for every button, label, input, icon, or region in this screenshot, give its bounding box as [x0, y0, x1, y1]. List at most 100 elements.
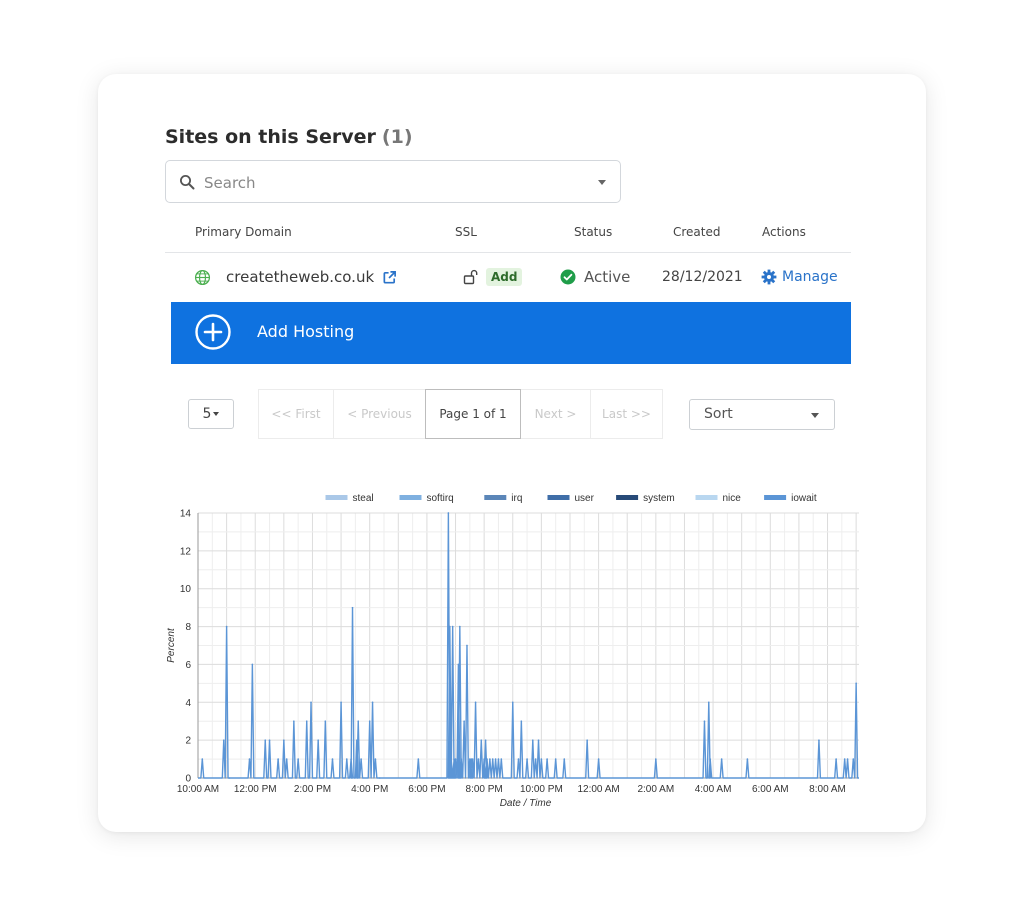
- data-point: [340, 701, 342, 704]
- column-header-actions: Actions: [762, 225, 806, 239]
- data-point: [484, 739, 487, 741]
- status-badge: Active: [584, 268, 631, 286]
- legend-label: nice: [723, 493, 742, 504]
- column-header-domain[interactable]: Primary Domain: [195, 225, 292, 239]
- cpu-usage-chart: 0 2 4 6 8 10 12 14 10:00 AM 12:00 PM 2:00 PM 4:00 P…: [166, 493, 859, 809]
- data-point: [852, 758, 855, 760]
- status-cell: Active: [560, 266, 630, 288]
- x-tick-label: 8:00 PM: [466, 784, 503, 795]
- data-point: [489, 758, 491, 760]
- x-tick-label: 10:00 PM: [520, 784, 563, 795]
- legend-swatch: [325, 495, 348, 500]
- data-point: [450, 758, 453, 760]
- legend-swatch: [616, 495, 639, 500]
- ssl-add-badge[interactable]: Add: [486, 268, 523, 286]
- column-header-ssl[interactable]: SSL: [455, 225, 477, 239]
- data-point: [277, 758, 279, 760]
- page-title-text: Sites on this Server: [165, 126, 376, 148]
- data-point: [268, 739, 271, 741]
- data-point: [460, 758, 463, 760]
- data-point: [480, 739, 483, 741]
- y-tick-label: 10: [180, 584, 192, 595]
- domain-link[interactable]: createtheweb.co.uk: [226, 268, 375, 286]
- x-tick-label: 6:00 PM: [408, 784, 445, 795]
- y-tick-label: 6: [185, 660, 191, 671]
- data-point: [537, 739, 540, 741]
- search-icon: [180, 175, 195, 190]
- y-tick-label: 12: [180, 546, 192, 557]
- data-point: [201, 758, 204, 760]
- data-point: [497, 758, 500, 760]
- page-title: Sites on this Server (1): [165, 126, 413, 148]
- pagination: << First < Previous Page 1 of 1 Next > L…: [258, 389, 663, 439]
- data-point: [470, 758, 473, 760]
- data-point: [540, 758, 543, 760]
- last-page-button[interactable]: Last >>: [590, 389, 663, 439]
- x-tick-label: 12:00 PM: [234, 784, 277, 795]
- first-page-button[interactable]: << First: [258, 389, 334, 439]
- data-point: [222, 739, 225, 741]
- data-point: [655, 758, 657, 760]
- sort-select[interactable]: Sort: [689, 399, 835, 430]
- chevron-down-icon[interactable]: [598, 180, 606, 185]
- column-header-status[interactable]: Status: [574, 225, 613, 239]
- data-point: [228, 777, 231, 779]
- data-point: [483, 758, 485, 760]
- legend-swatch: [695, 495, 718, 500]
- data-point: [283, 739, 285, 741]
- globe-icon: [194, 269, 211, 285]
- data-point: [453, 758, 455, 760]
- legend-swatch: [764, 495, 787, 500]
- data-point: [586, 739, 588, 741]
- external-link-icon[interactable]: [382, 270, 397, 285]
- y-axis-label: Percent: [166, 627, 177, 663]
- next-page-button[interactable]: Next >: [520, 389, 591, 439]
- manage-button[interactable]: Manage: [761, 266, 838, 288]
- data-point: [846, 758, 849, 760]
- data-point: [356, 739, 358, 741]
- manage-label[interactable]: Manage: [782, 269, 838, 285]
- data-point: [554, 758, 557, 760]
- data-point: [494, 758, 497, 760]
- data-point: [417, 758, 420, 760]
- data-point: [447, 512, 450, 514]
- data-point: [835, 758, 837, 760]
- table-row: createtheweb.co.uk: [194, 266, 397, 288]
- site-count: (1): [381, 126, 413, 148]
- search-input[interactable]: [202, 170, 586, 196]
- data-point: [709, 758, 712, 760]
- data-point: [285, 758, 288, 760]
- caret-down-icon: [213, 412, 220, 416]
- add-hosting-label: Add Hosting: [257, 322, 355, 341]
- data-point: [305, 720, 308, 723]
- data-point: [371, 701, 374, 704]
- y-tick-label: 0: [185, 774, 191, 785]
- data-point: [248, 758, 251, 760]
- data-point: [317, 739, 319, 741]
- search-box[interactable]: [165, 160, 621, 203]
- series-line-iowait: [198, 512, 859, 779]
- column-header-created[interactable]: Created: [673, 225, 721, 239]
- data-point: [500, 758, 503, 760]
- data-point: [310, 701, 312, 704]
- legend-label: softirq: [427, 493, 454, 504]
- ssl-cell: Add: [463, 266, 523, 288]
- chevron-down-icon: [811, 413, 819, 418]
- data-point: [454, 758, 457, 760]
- x-tick-label: 2:00 PM: [294, 784, 331, 795]
- check-circle-icon: [560, 269, 576, 285]
- add-hosting-button[interactable]: Add Hosting: [171, 302, 851, 364]
- data-point: [597, 758, 600, 760]
- plus-circle-icon: [195, 314, 231, 350]
- data-point: [707, 701, 710, 704]
- legend-label: system: [643, 493, 675, 504]
- x-tick-label: 6:00 AM: [752, 784, 789, 795]
- x-axis-label: Date / Time: [500, 798, 552, 809]
- data-point: [378, 777, 381, 779]
- data-point: [520, 720, 523, 723]
- data-point: [474, 701, 477, 704]
- per-page-select[interactable]: 5: [188, 399, 234, 429]
- x-tick-label: 8:00 AM: [809, 784, 846, 795]
- previous-page-button[interactable]: < Previous: [333, 389, 426, 439]
- data-point: [374, 758, 377, 760]
